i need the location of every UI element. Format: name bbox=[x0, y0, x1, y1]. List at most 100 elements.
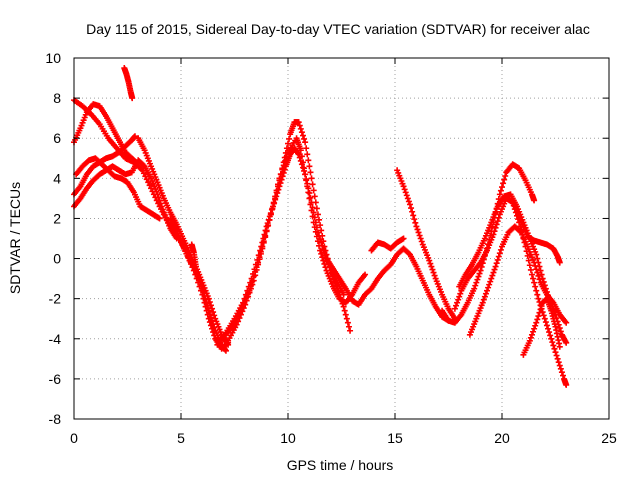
data-point bbox=[322, 252, 329, 259]
data-point bbox=[538, 303, 545, 310]
data-point bbox=[306, 195, 313, 202]
data-point bbox=[559, 372, 566, 379]
data-point bbox=[199, 285, 206, 292]
data-point bbox=[311, 224, 318, 231]
series-arc-13 bbox=[323, 245, 452, 324]
data-point bbox=[239, 308, 246, 315]
data-point bbox=[540, 312, 547, 319]
data-point bbox=[527, 266, 534, 273]
data-point bbox=[322, 247, 329, 254]
data-point bbox=[556, 362, 563, 369]
data-point bbox=[531, 197, 538, 204]
data-point bbox=[535, 272, 542, 279]
data-point bbox=[243, 297, 250, 304]
data-point bbox=[235, 318, 242, 325]
data-point bbox=[250, 277, 257, 284]
data-point bbox=[157, 200, 164, 207]
data-point bbox=[270, 199, 277, 206]
data-point bbox=[206, 299, 213, 306]
data-point bbox=[319, 254, 326, 261]
series-arc-16 bbox=[439, 161, 538, 326]
data-point bbox=[550, 342, 557, 349]
data-point bbox=[317, 247, 324, 254]
data-point bbox=[406, 201, 413, 208]
data-point bbox=[404, 195, 411, 202]
data-point bbox=[322, 264, 329, 271]
data-point bbox=[342, 311, 349, 318]
data-point bbox=[531, 325, 538, 332]
data-point bbox=[298, 153, 305, 160]
data-point bbox=[318, 227, 325, 234]
data-point bbox=[558, 369, 565, 376]
data-point bbox=[156, 215, 163, 222]
data-point bbox=[401, 186, 408, 193]
data-point bbox=[501, 176, 508, 183]
data-point bbox=[549, 339, 556, 346]
data-point bbox=[236, 315, 243, 322]
data-point bbox=[484, 287, 491, 294]
y-tick-label: 2 bbox=[53, 210, 61, 226]
x-tick-labels: 0 5 10 15 20 25 bbox=[70, 430, 617, 446]
data-point bbox=[480, 296, 487, 303]
data-point bbox=[246, 289, 253, 296]
data-point bbox=[209, 317, 216, 324]
data-point bbox=[262, 234, 269, 241]
data-point bbox=[362, 271, 369, 278]
y-tick-label: -8 bbox=[49, 411, 62, 427]
data-point bbox=[492, 263, 499, 270]
data-point bbox=[302, 171, 309, 178]
data-point bbox=[303, 177, 310, 184]
data-point bbox=[495, 253, 502, 260]
data-point bbox=[247, 285, 254, 292]
data-point bbox=[563, 381, 570, 388]
data-point bbox=[409, 208, 416, 215]
data-point bbox=[345, 323, 352, 330]
data-point bbox=[477, 267, 484, 274]
data-point bbox=[205, 295, 212, 302]
series-arc-5 bbox=[73, 155, 163, 222]
data-point bbox=[535, 295, 542, 302]
data-point bbox=[269, 205, 276, 212]
data-point bbox=[476, 270, 483, 277]
data-point bbox=[266, 217, 273, 224]
data-point bbox=[527, 334, 534, 341]
data-point bbox=[265, 222, 272, 229]
y-tick-label: 0 bbox=[53, 251, 61, 267]
data-point bbox=[502, 172, 509, 179]
series-arc-21 bbox=[520, 295, 563, 358]
chart-title: Day 115 of 2015, Sidereal Day-to-day VTE… bbox=[86, 21, 590, 37]
data-point bbox=[417, 235, 424, 242]
data-point bbox=[273, 187, 280, 194]
data-point bbox=[245, 293, 252, 300]
data-point bbox=[205, 307, 212, 314]
data-point bbox=[277, 170, 284, 177]
data-point bbox=[537, 306, 544, 313]
data-point bbox=[305, 157, 312, 164]
data-point bbox=[283, 153, 290, 160]
data-point bbox=[155, 194, 162, 201]
data-point bbox=[314, 211, 321, 218]
data-point bbox=[405, 250, 412, 257]
x-tick-label: 25 bbox=[601, 430, 617, 446]
data-point bbox=[340, 291, 347, 298]
data-point bbox=[207, 302, 214, 309]
data-point bbox=[496, 250, 503, 257]
data-point bbox=[535, 313, 542, 320]
data-point bbox=[275, 181, 282, 188]
data-point bbox=[321, 243, 328, 250]
data-point bbox=[256, 256, 263, 263]
data-point bbox=[400, 183, 407, 190]
data-point bbox=[545, 325, 552, 332]
tick-marks bbox=[73, 57, 610, 420]
y-tick-label: -4 bbox=[49, 331, 62, 347]
data-point bbox=[487, 278, 494, 285]
data-point bbox=[497, 246, 504, 253]
data-point bbox=[533, 319, 540, 326]
data-point bbox=[556, 325, 563, 332]
series-arc-14 bbox=[368, 235, 407, 254]
data-point bbox=[533, 266, 540, 273]
data-point bbox=[308, 207, 315, 214]
data-point bbox=[301, 135, 308, 142]
data-point bbox=[282, 157, 289, 164]
